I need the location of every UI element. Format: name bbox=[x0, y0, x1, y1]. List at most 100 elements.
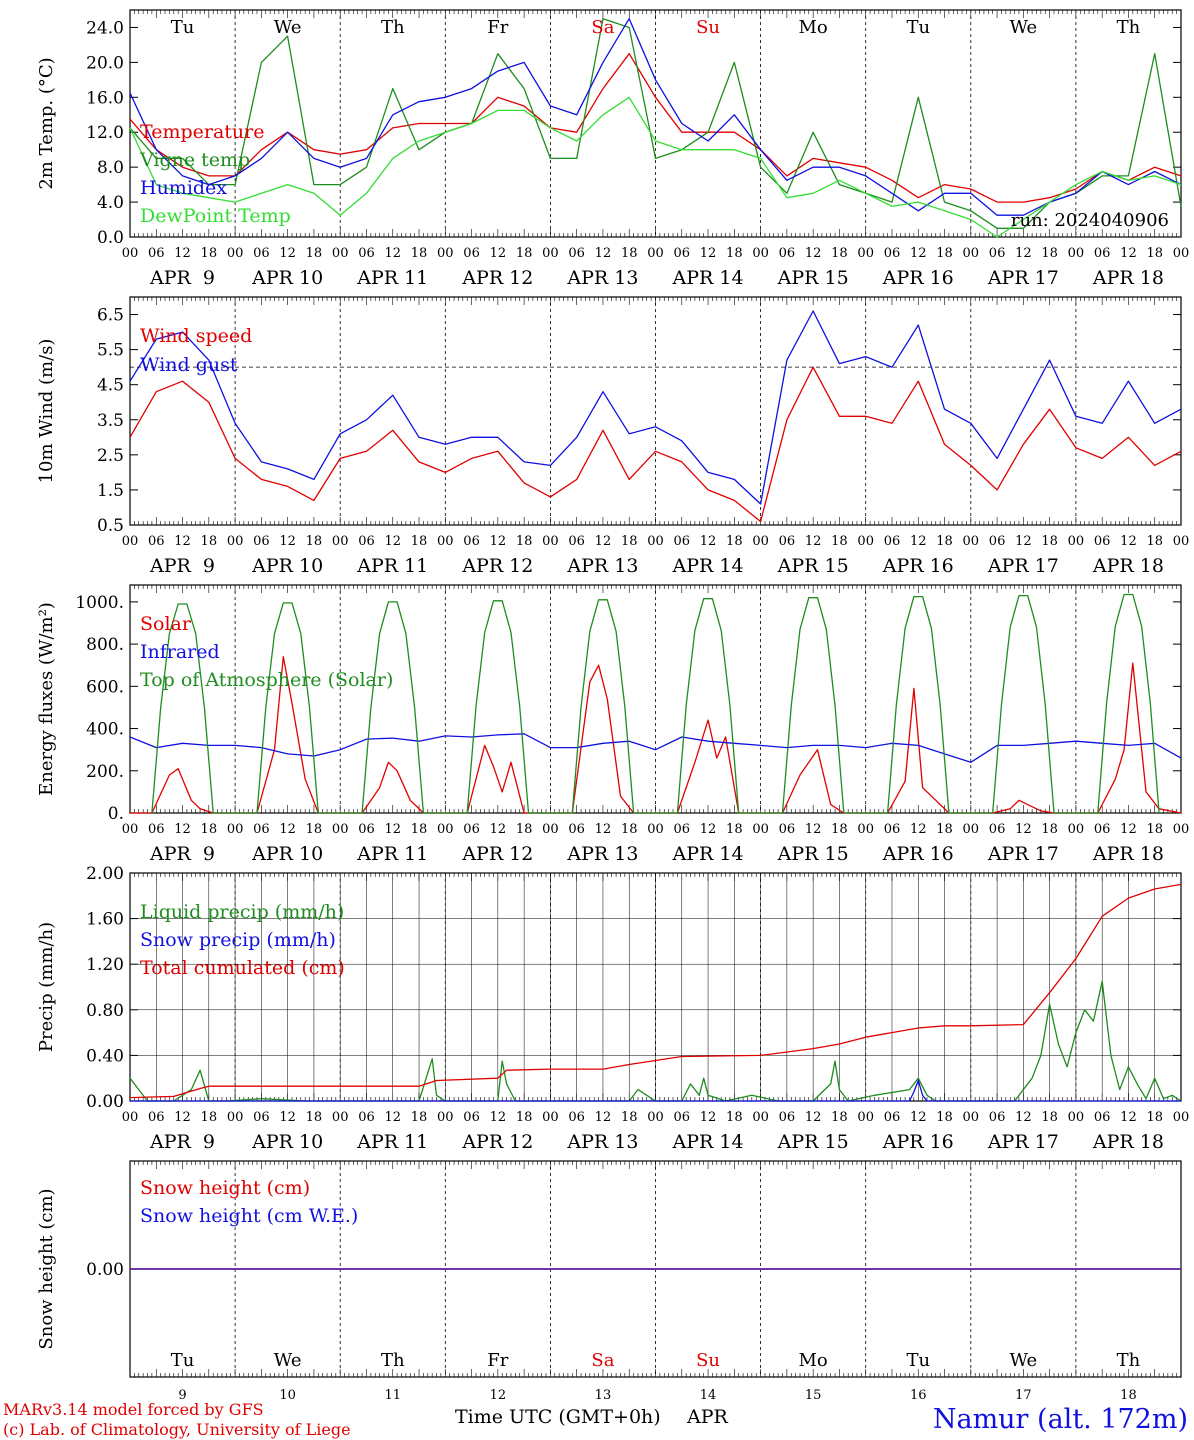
series-line-4 bbox=[129, 96, 1182, 238]
y-tick-label: 0.00 bbox=[86, 1260, 124, 1280]
y-tick-label: 200. bbox=[86, 762, 124, 782]
hour-tick-label: 00 bbox=[437, 534, 454, 549]
day-of-week-label: Th bbox=[381, 1350, 405, 1371]
hour-tick-label: 06 bbox=[148, 822, 165, 837]
hour-tick-label: 06 bbox=[674, 534, 691, 549]
hour-tick-label: 18 bbox=[726, 822, 743, 837]
hour-tick-label: 12 bbox=[279, 246, 296, 261]
hour-tick-label: 00 bbox=[542, 246, 559, 261]
date-label: APR 12 bbox=[461, 1131, 533, 1153]
day-of-week-label: Th bbox=[1117, 17, 1141, 38]
day-number-label: 12 bbox=[490, 1388, 507, 1403]
hour-tick-label: 12 bbox=[910, 534, 927, 549]
hour-tick-label: 18 bbox=[831, 534, 848, 549]
hour-tick-label: 06 bbox=[148, 1110, 165, 1125]
date-label: APR 14 bbox=[672, 843, 744, 865]
y-tick-label: 1.5 bbox=[97, 481, 124, 501]
hour-tick-label: 12 bbox=[1015, 1110, 1032, 1125]
date-label: APR 14 bbox=[672, 267, 744, 289]
y-tick-label: 0.0 bbox=[97, 228, 124, 248]
hour-tick-label: 00 bbox=[437, 1110, 454, 1125]
hour-tick-label: 00 bbox=[332, 246, 349, 261]
y-tick-label: 4.0 bbox=[97, 193, 124, 213]
date-label: APR 9 bbox=[149, 843, 215, 865]
hour-tick-label: 12 bbox=[805, 822, 822, 837]
y-tick-label: 8.0 bbox=[97, 158, 124, 178]
date-label: APR 14 bbox=[672, 555, 744, 577]
series-line-1 bbox=[129, 53, 1182, 203]
hour-tick-label: 00 bbox=[963, 534, 980, 549]
hour-tick-label: 12 bbox=[910, 246, 927, 261]
hour-tick-label: 00 bbox=[227, 822, 244, 837]
legend-entry: Snow height (cm W.E.) bbox=[140, 1205, 358, 1227]
hour-tick-label: 06 bbox=[884, 822, 901, 837]
hour-tick-label: 06 bbox=[779, 822, 796, 837]
hour-tick-label: 12 bbox=[700, 534, 717, 549]
hour-tick-label: 06 bbox=[253, 1110, 270, 1125]
hour-tick-label: 12 bbox=[384, 822, 401, 837]
hour-tick-label: 06 bbox=[779, 1110, 796, 1125]
hour-tick-label: 06 bbox=[358, 534, 375, 549]
y-tick-label: 0.40 bbox=[86, 1046, 124, 1066]
hour-tick-label: 12 bbox=[700, 1110, 717, 1125]
hour-tick-label: 18 bbox=[936, 822, 953, 837]
hour-tick-label: 00 bbox=[122, 1110, 139, 1125]
hour-tick-label: 06 bbox=[568, 1110, 585, 1125]
date-label: APR 11 bbox=[356, 267, 428, 289]
date-label: APR 17 bbox=[987, 555, 1059, 577]
date-label: APR 18 bbox=[1092, 1131, 1164, 1153]
hour-tick-label: 12 bbox=[174, 534, 191, 549]
hour-tick-label: 06 bbox=[1094, 534, 1111, 549]
hour-tick-label: 12 bbox=[384, 534, 401, 549]
date-label: APR 13 bbox=[566, 843, 638, 865]
hour-tick-label: 06 bbox=[568, 246, 585, 261]
hour-tick-label: 12 bbox=[1120, 534, 1137, 549]
hour-tick-label: 18 bbox=[516, 1110, 533, 1125]
hour-tick-label: 18 bbox=[726, 246, 743, 261]
hour-tick-label: 18 bbox=[306, 534, 323, 549]
day-of-week-label: Tu bbox=[906, 1350, 930, 1371]
day-of-week-label: Mo bbox=[799, 1350, 828, 1371]
legend-entry: Snow height (cm) bbox=[140, 1177, 310, 1199]
date-label: APR 15 bbox=[777, 1131, 849, 1153]
hour-tick-label: 06 bbox=[779, 534, 796, 549]
series-line-3 bbox=[151, 593, 1160, 814]
hour-tick-label: 12 bbox=[1120, 822, 1137, 837]
hour-tick-label: 18 bbox=[201, 822, 218, 837]
hour-tick-label: 00 bbox=[542, 1110, 559, 1125]
hour-tick-label: 06 bbox=[989, 1110, 1006, 1125]
panel-5: 0.00 Snow height (cm) Snow height (cm) Snow… bbox=[36, 1160, 1182, 1403]
hour-tick-label: 18 bbox=[1041, 1110, 1058, 1125]
hour-tick-label: 18 bbox=[1041, 246, 1058, 261]
hour-tick-label: 00 bbox=[122, 822, 139, 837]
hour-tick-label: 12 bbox=[910, 822, 927, 837]
hour-tick-label: 12 bbox=[700, 822, 717, 837]
date-label: APR 12 bbox=[461, 267, 533, 289]
y-tick-label: 24.0 bbox=[86, 18, 124, 38]
hour-tick-label: 12 bbox=[490, 534, 507, 549]
date-label: APR 17 bbox=[987, 1131, 1059, 1153]
hour-tick-label: 12 bbox=[1015, 822, 1032, 837]
time-axis-label: Time UTC (GMT+0h) bbox=[455, 1406, 661, 1428]
hour-tick-label: 18 bbox=[201, 1110, 218, 1125]
series-line-1 bbox=[129, 366, 1182, 523]
hour-tick-label: 06 bbox=[463, 246, 480, 261]
hour-tick-label: 12 bbox=[595, 1110, 612, 1125]
day-number-label: 13 bbox=[595, 1388, 612, 1403]
hour-tick-label: 18 bbox=[411, 822, 428, 837]
legend-entry: Wind gust bbox=[140, 354, 238, 376]
station-label: Namur (alt. 172m) bbox=[933, 1404, 1188, 1435]
hour-tick-label: 00 bbox=[542, 534, 559, 549]
hour-tick-label: 06 bbox=[568, 534, 585, 549]
hour-tick-label: 06 bbox=[463, 534, 480, 549]
hour-tick-label: 18 bbox=[936, 246, 953, 261]
day-number-label: 11 bbox=[384, 1388, 401, 1403]
legend-entry: Infrared bbox=[140, 641, 220, 663]
date-label: APR 14 bbox=[672, 1131, 744, 1153]
hour-tick-label: 12 bbox=[1120, 246, 1137, 261]
day-of-week-label: Tu bbox=[171, 17, 195, 38]
hour-tick-label: 12 bbox=[805, 534, 822, 549]
hour-tick-label: 00 bbox=[1173, 534, 1190, 549]
hour-tick-label: 12 bbox=[490, 822, 507, 837]
date-label: APR 11 bbox=[356, 843, 428, 865]
